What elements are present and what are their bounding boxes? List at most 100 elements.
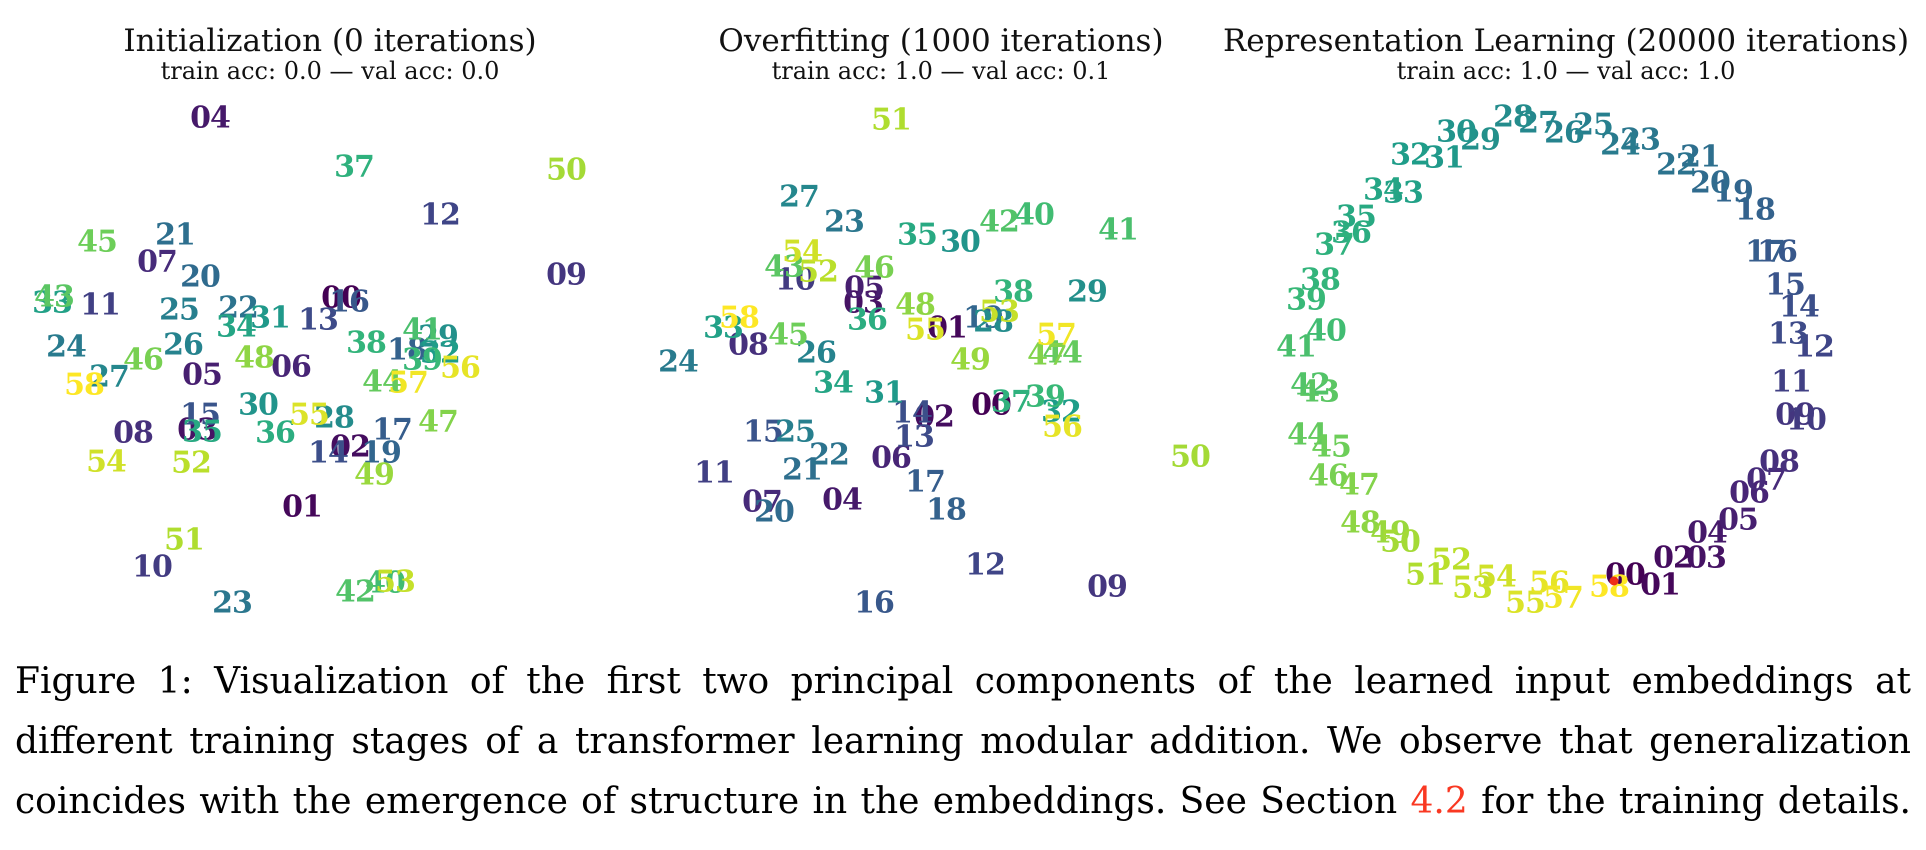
embedding-label-p2-15: 15 xyxy=(743,414,784,450)
embedding-label-p1-11: 11 xyxy=(80,287,121,323)
embedding-label-p2-56: 56 xyxy=(1042,409,1083,445)
embedding-label-p3-12: 12 xyxy=(1794,329,1835,365)
embedding-label-p1-50: 50 xyxy=(546,152,587,188)
embedding-label-p1-46: 46 xyxy=(123,342,164,378)
embedding-label-p2-18: 18 xyxy=(926,492,967,528)
embedding-label-p1-24: 24 xyxy=(46,329,87,365)
embedding-label-p3-45: 45 xyxy=(1311,429,1352,465)
embedding-label-p1-14: 14 xyxy=(308,435,349,471)
embedding-label-p2-37: 37 xyxy=(991,384,1032,420)
embedding-label-p2-07: 07 xyxy=(742,484,783,520)
embedding-label-p3-49: 49 xyxy=(1370,515,1411,551)
embedding-label-p1-48: 48 xyxy=(234,340,275,376)
embedding-label-p3-47: 47 xyxy=(1339,467,1380,503)
panel2-header: Overfitting (1000 iterations) train acc:… xyxy=(718,24,1163,84)
embedding-label-p2-43: 43 xyxy=(764,249,805,285)
embedding-label-p1-53: 53 xyxy=(375,564,416,600)
embedding-label-p1-26: 26 xyxy=(163,327,204,363)
embedding-label-p3-34: 34 xyxy=(1363,172,1404,208)
panel1-subtitle: train acc: 0.0 — val acc: 0.0 xyxy=(160,57,500,85)
embedding-label-p1-17: 17 xyxy=(372,412,413,448)
embedding-label-p1-05: 05 xyxy=(182,357,223,393)
embedding-label-p2-41: 41 xyxy=(1098,212,1139,248)
embedding-label-p3-25: 25 xyxy=(1573,107,1614,143)
caption-line-3-post: for the training details. xyxy=(1467,781,1911,822)
embedding-label-p3-22: 22 xyxy=(1656,147,1697,183)
embedding-label-p2-23: 23 xyxy=(824,204,865,240)
embedding-label-p1-41: 41 xyxy=(402,312,443,348)
embedding-label-p1-45: 45 xyxy=(77,224,118,260)
embedding-label-p1-19: 19 xyxy=(361,435,402,471)
embedding-label-p2-28: 28 xyxy=(973,304,1014,340)
embedding-label-p1-08: 08 xyxy=(113,415,154,451)
embedding-label-p2-44: 44 xyxy=(1042,335,1083,371)
caption-line-3-pre: coincides with the emergence of structur… xyxy=(15,781,1411,822)
panel1-header: Initialization (0 iterations) train acc:… xyxy=(123,24,536,84)
embedding-label-p2-06: 06 xyxy=(871,440,912,476)
embedding-label-p2-16: 16 xyxy=(854,585,895,621)
embedding-label-p2-25: 25 xyxy=(775,414,816,450)
embedding-label-p1-13: 13 xyxy=(298,302,339,338)
section-link[interactable]: 4.2 xyxy=(1410,781,1468,822)
embedding-label-p2-12: 12 xyxy=(965,547,1006,583)
embedding-label-p2-45: 45 xyxy=(768,317,809,353)
embedding-label-p2-46: 46 xyxy=(854,250,895,286)
highlight-dot xyxy=(1609,576,1619,586)
embedding-label-p1-38: 38 xyxy=(346,325,387,361)
embedding-label-p3-17: 17 xyxy=(1745,234,1786,270)
embedding-label-p2-52: 52 xyxy=(798,254,839,290)
embedding-label-p1-12: 12 xyxy=(420,197,461,233)
embedding-label-p3-02: 02 xyxy=(1653,540,1694,576)
embedding-label-p3-57: 57 xyxy=(1543,580,1584,616)
embedding-label-p2-31: 31 xyxy=(864,375,905,411)
embedding-label-p1-44: 44 xyxy=(362,364,403,400)
embedding-label-p3-38: 38 xyxy=(1300,262,1341,298)
embedding-label-p2-00: 00 xyxy=(971,387,1012,423)
figure-caption: Figure 1: Visualization of the first two… xyxy=(15,652,1911,832)
embedding-label-p1-06: 06 xyxy=(271,349,312,385)
embedding-label-p1-27: 27 xyxy=(89,359,130,395)
embedding-label-p1-15: 15 xyxy=(180,397,221,433)
embedding-label-p2-19: 19 xyxy=(963,300,1004,336)
embedding-label-p2-08: 08 xyxy=(728,327,769,363)
embedding-label-p1-49: 49 xyxy=(354,457,395,493)
caption-line-3: coincides with the emergence of structur… xyxy=(15,772,1911,832)
panel2-title: Overfitting (1000 iterations) xyxy=(718,23,1164,59)
embedding-label-p3-55: 55 xyxy=(1505,585,1546,621)
embedding-label-p3-42: 42 xyxy=(1290,367,1331,403)
panel3-title: Representation Learning (20000 iteration… xyxy=(1222,23,1910,59)
embedding-label-p3-48: 48 xyxy=(1340,505,1381,541)
embedding-label-p3-33: 33 xyxy=(1383,175,1424,211)
embedding-label-p2-36: 36 xyxy=(847,302,888,338)
embedding-label-p2-32: 32 xyxy=(1041,394,1082,430)
embedding-label-p1-43: 43 xyxy=(34,279,75,315)
embedding-label-p1-33: 33 xyxy=(32,285,73,321)
embedding-label-p2-57: 57 xyxy=(1036,317,1077,353)
embedding-label-p2-47: 47 xyxy=(1027,337,1068,373)
embedding-label-p3-53: 53 xyxy=(1452,570,1493,606)
embedding-label-p3-43: 43 xyxy=(1299,374,1340,410)
embedding-label-p3-14: 14 xyxy=(1779,289,1820,325)
embedding-label-p2-21: 21 xyxy=(782,452,823,488)
embedding-label-p1-55: 55 xyxy=(289,397,330,433)
embedding-label-p2-02: 02 xyxy=(914,399,955,435)
embedding-label-p3-19: 19 xyxy=(1713,174,1754,210)
embedding-label-p1-16: 16 xyxy=(329,284,370,320)
embedding-label-p1-51: 51 xyxy=(164,522,205,558)
embedding-label-p3-28: 28 xyxy=(1493,99,1534,135)
embedding-label-p1-42: 42 xyxy=(335,574,376,610)
embedding-label-p3-41: 41 xyxy=(1276,329,1317,365)
embedding-label-p2-30: 30 xyxy=(940,224,981,260)
embedding-label-p1-54: 54 xyxy=(86,444,127,480)
embedding-label-p3-00: 00 xyxy=(1605,557,1646,593)
embedding-label-p3-06: 06 xyxy=(1729,475,1770,511)
embedding-label-p3-04: 04 xyxy=(1687,515,1728,551)
embedding-label-p3-39: 39 xyxy=(1286,282,1327,318)
embedding-label-p2-50: 50 xyxy=(1170,439,1211,475)
embedding-label-p3-15: 15 xyxy=(1765,267,1806,303)
embedding-label-p1-47: 47 xyxy=(418,404,459,440)
embedding-label-p3-09: 09 xyxy=(1775,397,1816,433)
embedding-label-p2-49: 49 xyxy=(950,342,991,378)
